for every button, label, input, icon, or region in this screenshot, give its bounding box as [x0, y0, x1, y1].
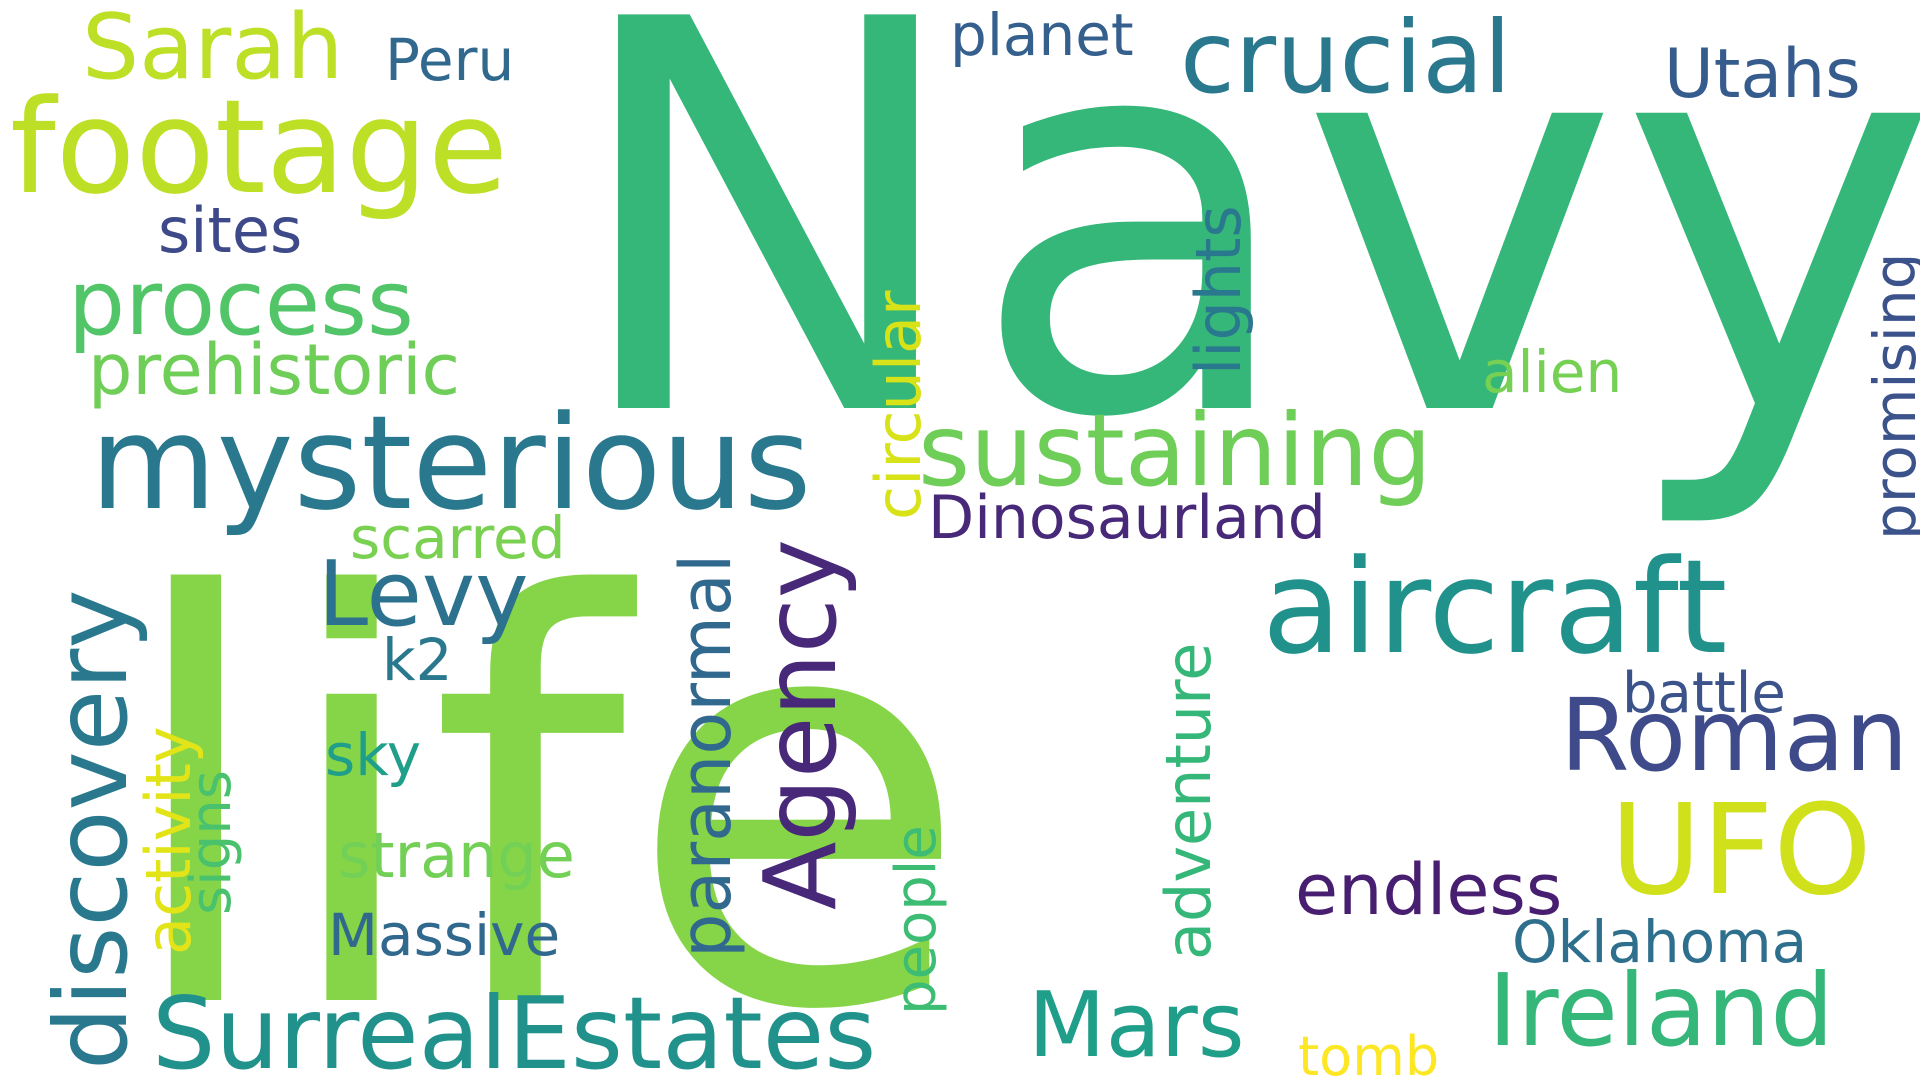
word-ufo: UFO [1610, 778, 1872, 923]
word-endless: endless [1295, 849, 1562, 931]
word-adventure: adventure [1152, 643, 1225, 960]
word-k2: k2 [382, 626, 453, 694]
word-dinosaurland: Dinosaurland [928, 483, 1326, 553]
word-prehistoric: prehistoric [88, 329, 460, 411]
word-oklahoma: Oklahoma [1512, 908, 1807, 976]
word-ireland: Ireland [1488, 952, 1834, 1069]
word-levy: Levy [318, 542, 528, 647]
word-utahs: Utahs [1664, 35, 1861, 114]
word-life: life [118, 481, 971, 1080]
word-massive: Massive [328, 901, 560, 969]
word-promising: promising [1861, 253, 1920, 540]
word-tomb: tomb [1298, 1025, 1439, 1080]
word-surrealestates: SurrealEstates [152, 975, 876, 1080]
word-sustaining: sustaining [918, 392, 1432, 509]
word-activity: activity [132, 726, 205, 955]
word-strange: strange [338, 819, 575, 892]
word-sky: sky [325, 721, 421, 789]
word-scarred: scarred [350, 504, 566, 572]
word-footage: footage [10, 71, 508, 223]
word-sarah: Sarah [82, 0, 343, 100]
word-mars: Mars [1028, 973, 1245, 1078]
word-alien: alien [1482, 338, 1622, 406]
word-battle: battle [1622, 661, 1786, 726]
word-circular: circular [862, 290, 935, 520]
word-navy: Navy [565, 0, 1920, 536]
word-sites: sites [158, 194, 302, 267]
word-mysterious: mysterious [90, 387, 811, 539]
word-people: people [884, 825, 949, 1015]
word-peru: Peru [385, 26, 514, 94]
word-lights: lights [1182, 205, 1255, 375]
word-aircraft: aircraft [1262, 531, 1727, 683]
word-agency: Agency [742, 539, 859, 910]
word-process: process [68, 251, 414, 356]
word-roman: Roman [1560, 677, 1908, 794]
word-discovery: discovery [33, 589, 150, 1070]
word-paranormal: paranormal [665, 554, 747, 958]
word-planet: planet [950, 1, 1134, 69]
word-signs: signs [179, 770, 244, 915]
word-crucial: crucial [1180, 0, 1511, 116]
